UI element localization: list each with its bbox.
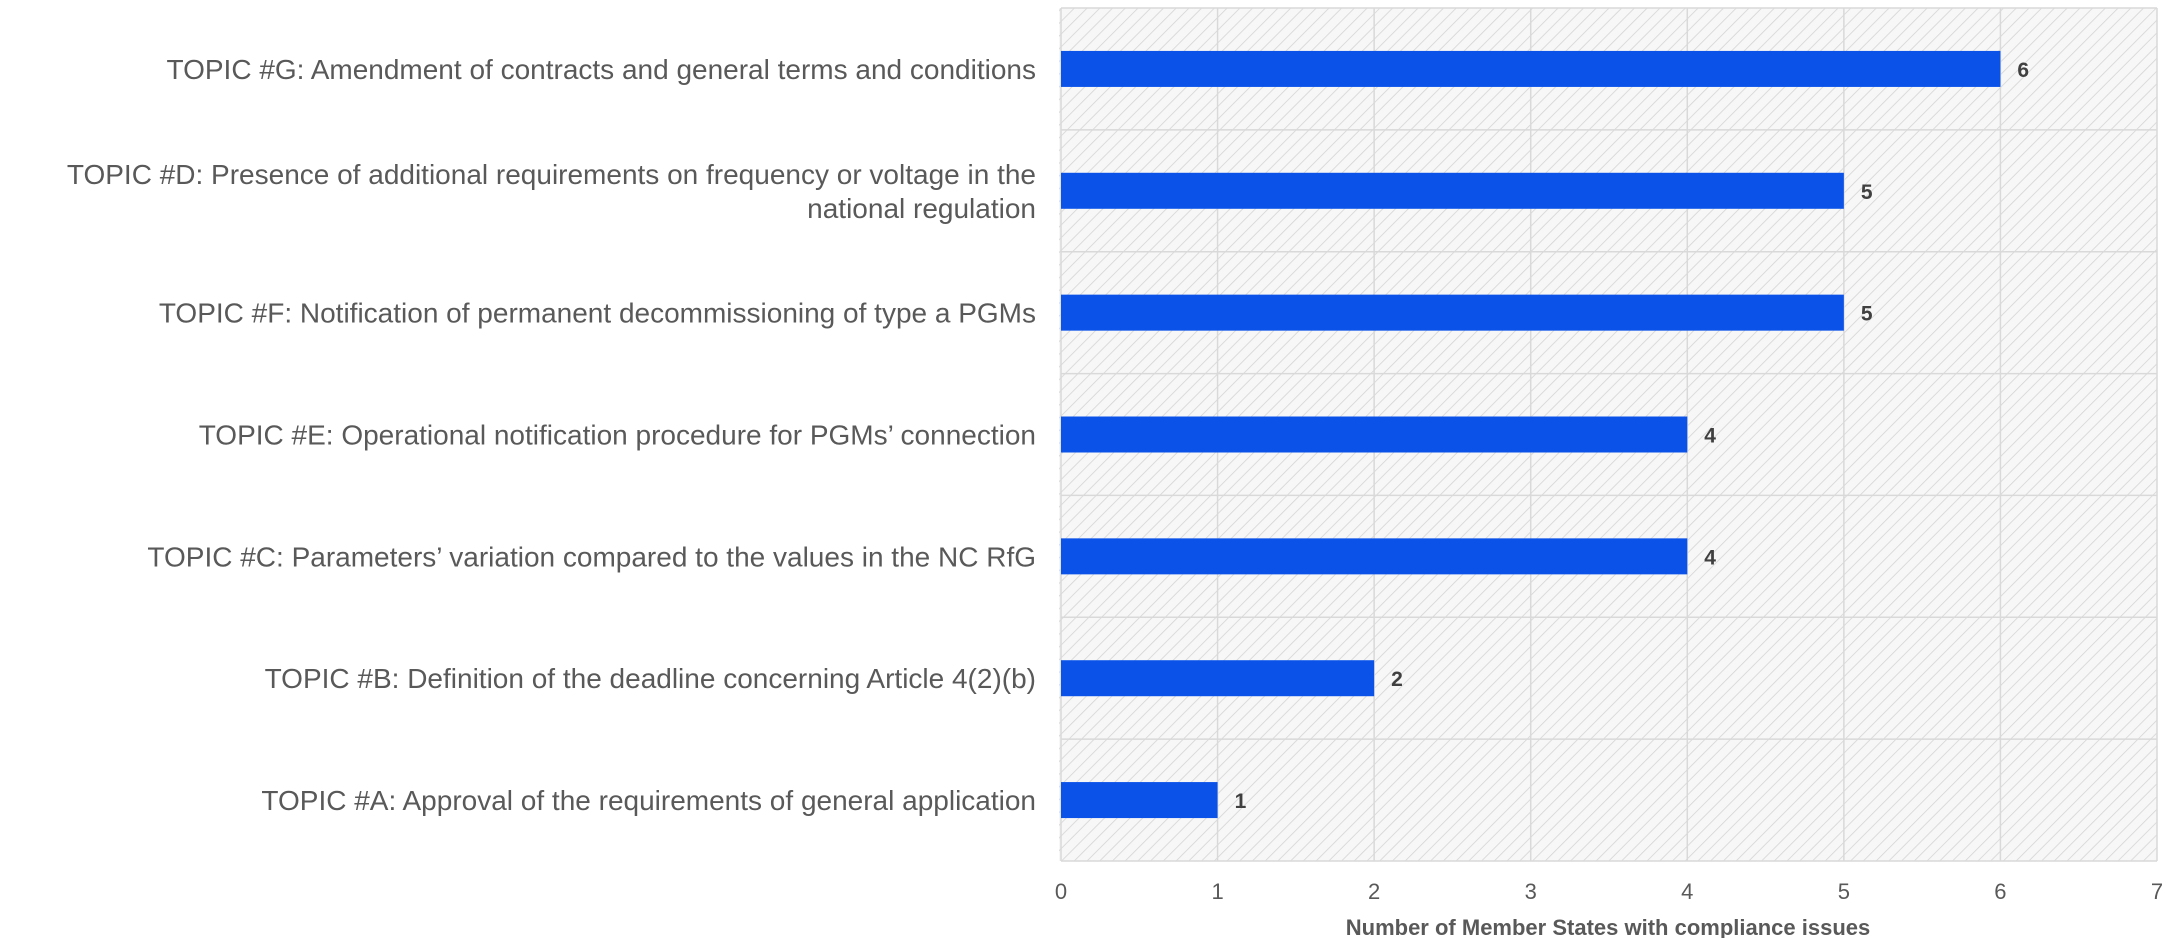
gridlines bbox=[1060, 7, 2158, 862]
x-tick-label: 1 bbox=[1211, 879, 1223, 904]
category-label: TOPIC #A: Approval of the requirements o… bbox=[261, 785, 1036, 816]
bar bbox=[1061, 172, 1844, 209]
data-label: 4 bbox=[1704, 425, 1716, 448]
data-label: 2 bbox=[1391, 668, 1403, 691]
bar bbox=[1061, 416, 1688, 453]
data-label: 5 bbox=[1861, 181, 1873, 204]
bar bbox=[1061, 538, 1688, 575]
data-label: 1 bbox=[1235, 790, 1247, 813]
data-label: 6 bbox=[2017, 59, 2029, 82]
bar bbox=[1061, 294, 1844, 331]
bar bbox=[1061, 50, 2001, 87]
x-axis-title: Number of Member States with compliance … bbox=[1346, 915, 1870, 938]
category-label: TOPIC #B: Definition of the deadline con… bbox=[265, 663, 1036, 694]
data-label: 4 bbox=[1704, 546, 1716, 569]
category-label: TOPIC #G: Amendment of contracts and gen… bbox=[167, 54, 1037, 85]
x-tick-label: 4 bbox=[1681, 879, 1693, 904]
x-tick-label: 7 bbox=[2151, 879, 2163, 904]
x-tick-label: 3 bbox=[1525, 879, 1537, 904]
bars bbox=[1061, 50, 2001, 819]
category-label: TOPIC #D: Presence of additional require… bbox=[67, 159, 1036, 224]
x-tick-label: 0 bbox=[1055, 879, 1067, 904]
category-label: TOPIC #F: Notification of permanent deco… bbox=[159, 298, 1036, 329]
x-tick-label: 6 bbox=[1994, 879, 2006, 904]
x-tick-labels: 0 1 2 3 4 5 6 7 bbox=[1055, 879, 2163, 904]
data-label: 5 bbox=[1861, 303, 1873, 326]
bar bbox=[1061, 782, 1218, 819]
x-tick-label: 2 bbox=[1368, 879, 1380, 904]
category-labels: TOPIC #G: Amendment of contracts and gen… bbox=[67, 54, 1036, 816]
category-label: TOPIC #C: Parameters’ variation compared… bbox=[147, 541, 1036, 572]
data-labels: 6 5 5 4 4 2 1 bbox=[1235, 59, 2030, 813]
x-tick-label: 5 bbox=[1838, 879, 1850, 904]
category-label: TOPIC #E: Operational notification proce… bbox=[199, 420, 1036, 451]
bar bbox=[1061, 660, 1375, 697]
